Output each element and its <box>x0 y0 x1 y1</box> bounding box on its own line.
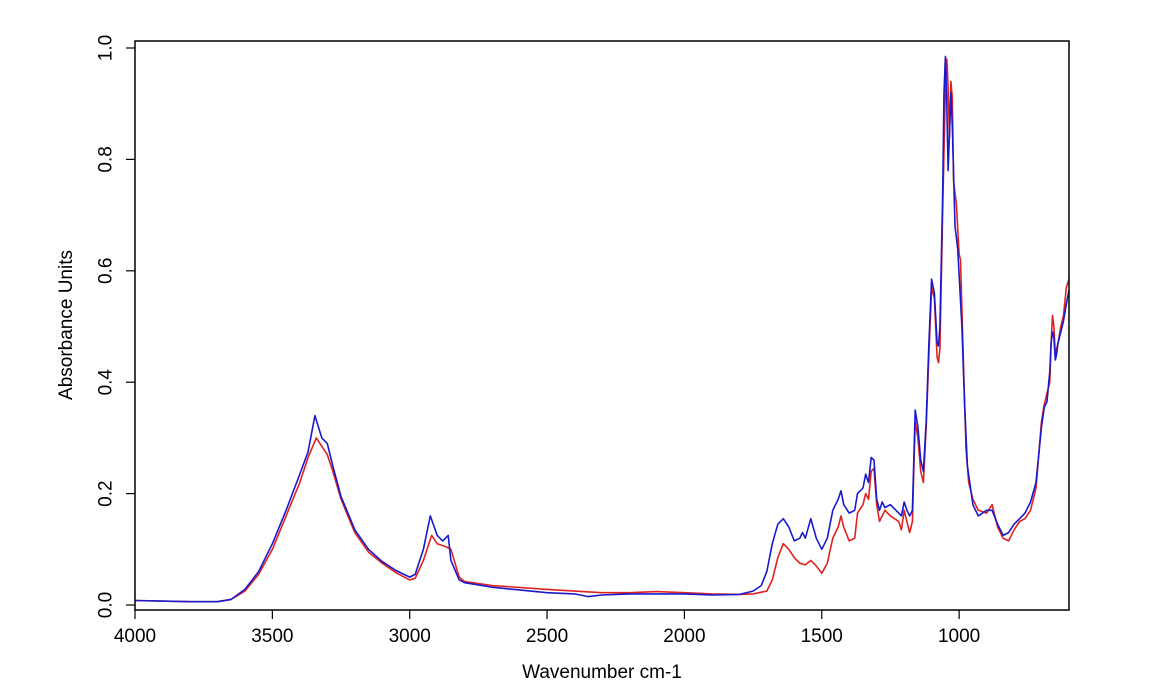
series-layer <box>134 55 1070 603</box>
x-tick-label: 1500 <box>801 626 843 647</box>
spectrum-line-2 <box>134 55 1070 603</box>
x-axis: 4000 3500 3000 2500 2000 1500 1000 <box>114 610 980 647</box>
y-axis-title: Absorbance Units <box>56 250 77 400</box>
x-tick-label: 2000 <box>663 626 705 647</box>
y-tick-label: 0.4 <box>96 369 117 396</box>
plot-frame <box>134 40 1070 611</box>
y-tick-label: 0.8 <box>96 146 117 172</box>
x-tick-label: 3500 <box>251 626 293 647</box>
x-axis-title: Wavenumber cm-1 <box>522 662 682 683</box>
spectrum-line-1 <box>134 58 1070 603</box>
y-axis: 0.0 0.2 0.4 0.6 0.8 1.0 <box>96 35 135 618</box>
x-tick-label: 3000 <box>389 626 431 647</box>
x-tick-label: 4000 <box>114 626 156 647</box>
x-tick-label: 1000 <box>938 626 980 647</box>
y-tick-label: 1.0 <box>96 35 117 61</box>
y-tick-label: 0.2 <box>96 480 117 506</box>
x-tick-label: 2500 <box>526 626 568 647</box>
y-tick-label: 0.6 <box>96 258 117 284</box>
y-tick-label: 0.0 <box>96 592 117 618</box>
